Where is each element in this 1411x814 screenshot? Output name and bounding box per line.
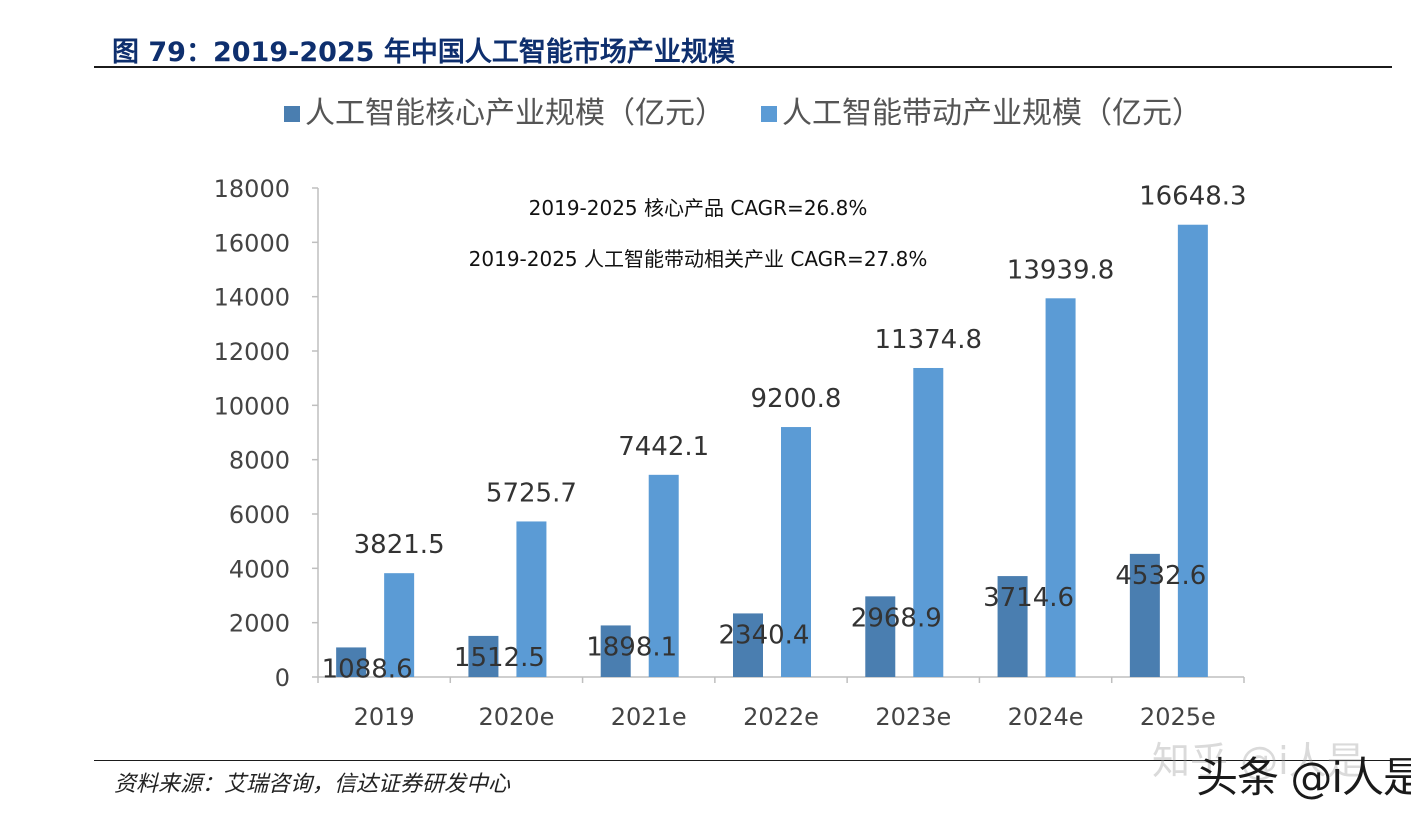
- title-divider: [94, 66, 1392, 68]
- driven-bar: [1045, 298, 1076, 677]
- y-tick-label: 4000: [229, 555, 290, 583]
- y-tick-label: 2000: [229, 610, 290, 638]
- source-note: 资料来源：艾瑞咨询，信达证券研发中心: [114, 772, 511, 797]
- x-tick-label: 2022e: [743, 703, 819, 731]
- figure-title: 图 79：2019-2025 年中国人工智能市场产业规模: [112, 37, 735, 68]
- core-data-label: 1898.1: [586, 632, 677, 662]
- source-divider: [94, 760, 1392, 761]
- x-tick-label: 2020e: [479, 703, 555, 731]
- driven-data-label: 5725.7: [486, 478, 577, 508]
- y-tick-label: 12000: [214, 338, 290, 366]
- driven-data-label: 11374.8: [875, 325, 983, 355]
- driven-data-label: 7442.1: [618, 432, 709, 462]
- driven-bar: [913, 367, 944, 677]
- legend-swatch-core: [284, 106, 300, 122]
- x-tick-label: 2021e: [611, 703, 687, 731]
- core-bar: [468, 635, 499, 677]
- cagr-annotation-driven: 2019-2025 人工智能带动相关产业 CAGR=27.8%: [469, 247, 928, 271]
- driven-bar: [648, 474, 679, 677]
- y-tick-label: 8000: [229, 447, 290, 475]
- core-bar: [997, 576, 1028, 677]
- core-bar: [336, 647, 367, 677]
- driven-bar: [1177, 224, 1208, 677]
- core-bar: [733, 613, 763, 677]
- core-bar: [600, 625, 631, 677]
- core-data-label: 3714.6: [983, 583, 1074, 613]
- core-bar: [1129, 553, 1160, 677]
- y-tick-label: 16000: [214, 229, 290, 257]
- x-tick-label: 2023e: [875, 703, 951, 731]
- toutiao-watermark: 头条 @i人是: [1196, 753, 1411, 802]
- core-data-label: 2968.9: [851, 603, 942, 633]
- x-tick-label: 2019: [354, 703, 415, 731]
- x-tick-label: 2025e: [1140, 703, 1216, 731]
- y-tick-label: 10000: [214, 392, 290, 420]
- y-tick-label: 6000: [229, 501, 290, 529]
- legend-label-core: 人工智能核心产业规模（亿元）: [305, 96, 725, 131]
- legend-swatch-driven: [761, 106, 777, 122]
- x-tick-label: 2024e: [1008, 703, 1084, 731]
- cagr-annotation-core: 2019-2025 核心产品 CAGR=26.8%: [529, 196, 868, 220]
- driven-bar: [384, 573, 415, 677]
- bar-chart: 0 2000 4000 6000 8000 10000 12000 14000 16000 180…: [214, 96, 1247, 731]
- driven-bar: [781, 427, 811, 677]
- core-data-label: 4532.6: [1115, 561, 1206, 591]
- y-tick-label: 14000: [214, 284, 290, 312]
- driven-data-label: 3821.5: [354, 530, 445, 560]
- driven-data-label: 16648.3: [1139, 182, 1247, 212]
- zhihu-watermark: 知乎 @i人是: [1152, 739, 1365, 783]
- driven-bar: [516, 521, 547, 677]
- y-tick-label: 0: [275, 664, 290, 692]
- core-bar: [865, 596, 896, 677]
- core-data-label: 1088.6: [322, 654, 413, 684]
- core-data-label: 1512.5: [454, 643, 545, 673]
- driven-data-label: 13939.8: [1007, 255, 1115, 285]
- driven-data-label: 9200.8: [751, 384, 842, 414]
- core-data-label: 2340.4: [719, 620, 810, 650]
- legend-label-driven: 人工智能带动产业规模（亿元）: [782, 96, 1202, 131]
- y-tick-label: 18000: [214, 175, 290, 203]
